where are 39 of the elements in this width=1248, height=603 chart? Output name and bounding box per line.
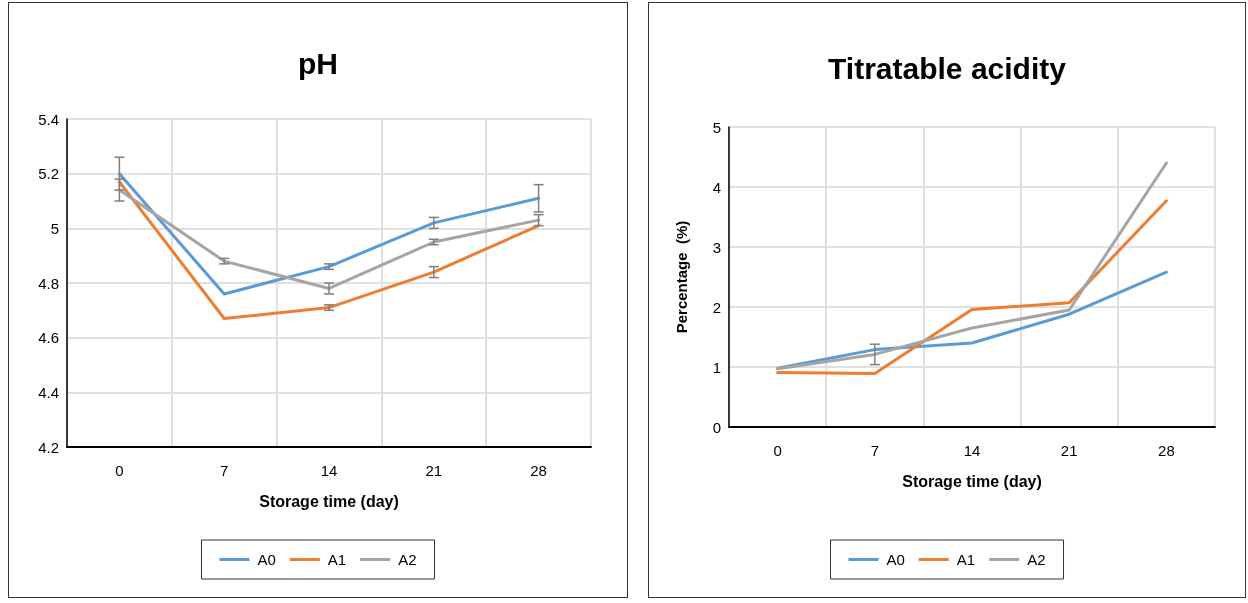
chart-title: pH <box>298 46 338 80</box>
y-tick-label: 0 <box>712 418 721 436</box>
line-series <box>117 188 541 290</box>
legend-label: A0 <box>886 551 905 568</box>
y-tick-label: 5.2 <box>38 165 59 183</box>
x-tick-label: 7 <box>220 462 229 479</box>
y-tick-label: 4.6 <box>38 329 59 347</box>
legend-label: A1 <box>327 551 347 568</box>
x-tick-label: 7 <box>870 442 879 459</box>
x-tick-label: 28 <box>1158 442 1175 459</box>
y-tick-label: 4.8 <box>38 274 59 292</box>
line-series <box>776 199 1168 376</box>
y-tick-label: 4.2 <box>38 438 59 456</box>
x-tick-label: 28 <box>530 462 547 479</box>
y-tick-label: 4.4 <box>38 383 59 401</box>
y-tick-label: 3 <box>712 238 721 256</box>
y-tick-label: 1 <box>712 358 721 376</box>
chart-title: Titratable acidity <box>828 51 1067 85</box>
y-tick-label: 5 <box>50 219 59 237</box>
y-tick-label: 2 <box>712 298 721 316</box>
x-tick-label: 0 <box>773 442 782 459</box>
legend-label: A1 <box>956 551 976 568</box>
x-tick-label: 14 <box>963 442 981 459</box>
y-tick-label: 4 <box>712 178 721 196</box>
legend-label: A2 <box>1027 551 1046 568</box>
line-series <box>117 180 541 321</box>
x-tick-label: 14 <box>320 462 338 479</box>
legend-label: A2 <box>398 551 417 568</box>
y-tick-label: 5.4 <box>38 110 59 128</box>
x-tick-label: 21 <box>425 462 443 479</box>
y-axis-title: Percentage (%) <box>673 220 690 334</box>
x-tick-label: 0 <box>115 462 124 479</box>
line-series <box>776 161 1168 371</box>
y-tick-label: 5 <box>712 118 721 136</box>
legend-label: A0 <box>257 551 276 568</box>
x-axis-title: Storage time (day) <box>902 472 1042 490</box>
line-series <box>117 172 541 296</box>
x-axis-title: Storage time (day) <box>259 492 399 510</box>
x-tick-label: 21 <box>1060 442 1078 459</box>
